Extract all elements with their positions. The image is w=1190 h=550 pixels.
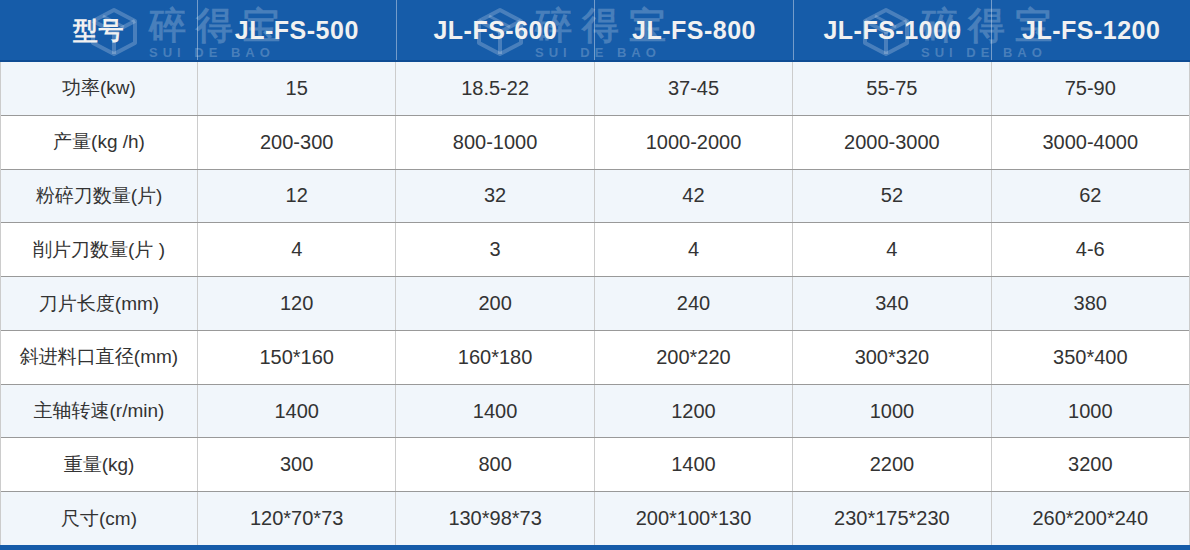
spec-cell: 52 bbox=[792, 170, 990, 223]
spec-cell: 1400 bbox=[197, 385, 395, 438]
row-label: 产量(kg /h) bbox=[1, 116, 197, 169]
spec-cell: 340 bbox=[792, 277, 990, 330]
spec-cell: 380 bbox=[991, 277, 1189, 330]
table-row-dimensions: 尺寸(cm) 120*70*73 130*98*73 200*100*130 2… bbox=[1, 491, 1189, 545]
model-column-header: JL-FS-1200 bbox=[991, 0, 1190, 60]
spec-cell: 3200 bbox=[991, 438, 1189, 491]
spec-cell: 3000-4000 bbox=[991, 116, 1189, 169]
table-row-power: 功率(kw) 15 18.5-22 37-45 55-75 75-90 bbox=[1, 62, 1189, 115]
spec-cell: 4-6 bbox=[991, 223, 1189, 276]
table-row-spindle-speed: 主轴转速(r/min) 1400 1400 1200 1000 1000 bbox=[1, 384, 1189, 438]
table-row-blade-length: 刀片长度(mm) 120 200 240 340 380 bbox=[1, 276, 1189, 330]
spec-cell: 62 bbox=[991, 170, 1189, 223]
spec-cell: 42 bbox=[594, 170, 792, 223]
spec-cell: 1400 bbox=[395, 385, 593, 438]
model-column-header: JL-FS-800 bbox=[594, 0, 793, 60]
spec-cell: 200*100*130 bbox=[594, 492, 792, 545]
row-label: 功率(kw) bbox=[1, 62, 197, 115]
spec-cell: 4 bbox=[197, 223, 395, 276]
spec-cell: 800 bbox=[395, 438, 593, 491]
model-column-header: JL-FS-600 bbox=[396, 0, 595, 60]
spec-cell: 32 bbox=[395, 170, 593, 223]
table-row-weight: 重量(kg) 300 800 1400 2200 3200 bbox=[1, 437, 1189, 491]
spec-cell: 75-90 bbox=[991, 62, 1189, 115]
spec-cell: 120 bbox=[197, 277, 395, 330]
row-label: 尺寸(cm) bbox=[1, 492, 197, 545]
spec-cell: 200 bbox=[395, 277, 593, 330]
spec-cell: 130*98*73 bbox=[395, 492, 593, 545]
bottom-accent-bar bbox=[0, 545, 1190, 550]
spec-table: 碎得宝 SUI DE BAO 碎得宝 SUI DE BAO bbox=[0, 0, 1190, 550]
spec-cell: 200*220 bbox=[594, 331, 792, 384]
spec-cell: 37-45 bbox=[594, 62, 792, 115]
spec-cell: 150*160 bbox=[197, 331, 395, 384]
table-row-chipping-blades: 削片刀数量(片 ) 4 3 4 4 4-6 bbox=[1, 222, 1189, 276]
spec-cell: 18.5-22 bbox=[395, 62, 593, 115]
spec-cell: 4 bbox=[792, 223, 990, 276]
spec-cell: 15 bbox=[197, 62, 395, 115]
spec-cell: 2000-3000 bbox=[792, 116, 990, 169]
row-label: 重量(kg) bbox=[1, 438, 197, 491]
spec-cell: 1400 bbox=[594, 438, 792, 491]
model-row-header: 型号 bbox=[0, 0, 197, 60]
spec-cell: 4 bbox=[594, 223, 792, 276]
spec-cell: 230*175*230 bbox=[792, 492, 990, 545]
spec-cell: 2200 bbox=[792, 438, 990, 491]
row-label: 刀片长度(mm) bbox=[1, 277, 197, 330]
row-label: 粉碎刀数量(片) bbox=[1, 170, 197, 223]
table-row-crushing-blades: 粉碎刀数量(片) 12 32 42 52 62 bbox=[1, 169, 1189, 223]
spec-cell: 350*400 bbox=[991, 331, 1189, 384]
spec-cell: 55-75 bbox=[792, 62, 990, 115]
row-label: 削片刀数量(片 ) bbox=[1, 223, 197, 276]
spec-cell: 160*180 bbox=[395, 331, 593, 384]
spec-cell: 300*320 bbox=[792, 331, 990, 384]
spec-cell: 1000 bbox=[792, 385, 990, 438]
spec-cell: 120*70*73 bbox=[197, 492, 395, 545]
spec-cell: 300 bbox=[197, 438, 395, 491]
spec-cell: 200-300 bbox=[197, 116, 395, 169]
table-row-inlet-diameter: 斜进料口直径(mm) 150*160 160*180 200*220 300*3… bbox=[1, 330, 1189, 384]
row-label: 主轴转速(r/min) bbox=[1, 385, 197, 438]
spec-cell: 800-1000 bbox=[395, 116, 593, 169]
spec-cell: 240 bbox=[594, 277, 792, 330]
spec-cell: 1000 bbox=[991, 385, 1189, 438]
spec-cell: 1200 bbox=[594, 385, 792, 438]
spec-cell: 3 bbox=[395, 223, 593, 276]
row-label: 斜进料口直径(mm) bbox=[1, 331, 197, 384]
model-column-header: JL-FS-1000 bbox=[793, 0, 992, 60]
model-column-header: JL-FS-500 bbox=[197, 0, 396, 60]
spec-cell: 260*200*240 bbox=[991, 492, 1189, 545]
table-row-output: 产量(kg /h) 200-300 800-1000 1000-2000 200… bbox=[1, 115, 1189, 169]
table-header-row: 碎得宝 SUI DE BAO 碎得宝 SUI DE BAO bbox=[0, 0, 1190, 62]
spec-cell: 12 bbox=[197, 170, 395, 223]
table-body: 功率(kw) 15 18.5-22 37-45 55-75 75-90 产量(k… bbox=[0, 62, 1190, 545]
spec-cell: 1000-2000 bbox=[594, 116, 792, 169]
